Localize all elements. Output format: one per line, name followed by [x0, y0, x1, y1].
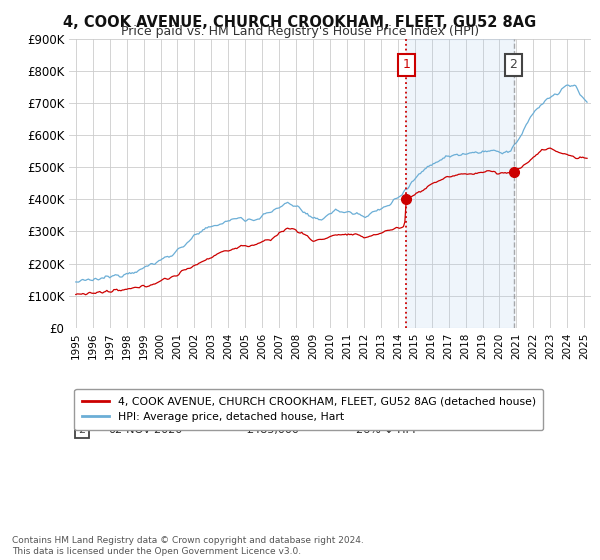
Text: 02-NOV-2020: 02-NOV-2020 [108, 425, 182, 435]
Bar [406, 39, 514, 328]
Legend: 4, COOK AVENUE, CHURCH CROOKHAM, FLEET, GU52 8AG (detached house), HPI: Average : 4, COOK AVENUE, CHURCH CROOKHAM, FLEET, … [74, 389, 544, 430]
Text: 27-JUN-2014: 27-JUN-2014 [108, 408, 179, 418]
Text: 26% ↓ HPI: 26% ↓ HPI [356, 425, 416, 435]
Text: 4, COOK AVENUE, CHURCH CROOKHAM, FLEET, GU52 8AG: 4, COOK AVENUE, CHURCH CROOKHAM, FLEET, … [64, 15, 536, 30]
Text: £400,000: £400,000 [247, 408, 299, 418]
Text: 2: 2 [79, 425, 86, 435]
Text: 1: 1 [403, 58, 410, 71]
Text: 1: 1 [79, 408, 86, 418]
Text: Contains HM Land Registry data © Crown copyright and database right 2024.
This d: Contains HM Land Registry data © Crown c… [12, 536, 364, 556]
Text: Price paid vs. HM Land Registry's House Price Index (HPI): Price paid vs. HM Land Registry's House … [121, 25, 479, 38]
Text: 2: 2 [509, 58, 517, 71]
Text: £485,000: £485,000 [247, 425, 299, 435]
Text: 21% ↓ HPI: 21% ↓ HPI [356, 408, 416, 418]
